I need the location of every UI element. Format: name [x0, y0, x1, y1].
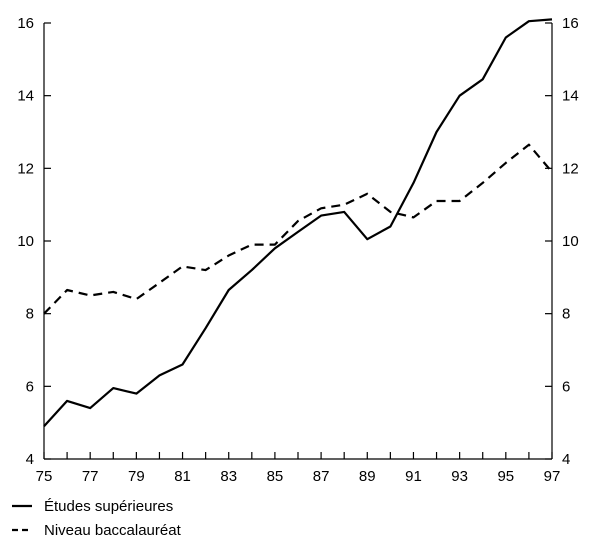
- x-tick-label-91: 91: [405, 468, 422, 485]
- y-tick-label-right-6: 6: [562, 378, 570, 395]
- x-tick-label-89: 89: [359, 468, 376, 485]
- y-tick-label-left-4: 4: [26, 451, 34, 468]
- y-tick-label-right-12: 12: [562, 160, 579, 177]
- legend-label-etudes-superieures: Études supérieures: [44, 498, 173, 515]
- x-tick-label-77: 77: [82, 468, 99, 485]
- y-tick-label-right-8: 8: [562, 306, 570, 323]
- y-tick-label-right-4: 4: [562, 451, 570, 468]
- series-line-niveau-baccalaureat: [43, 143, 553, 315]
- x-tick-label-79: 79: [128, 468, 145, 485]
- y-tick-label-left-8: 8: [26, 306, 34, 323]
- y-tick-label-right-10: 10: [562, 233, 579, 250]
- axis-ticks: 4 4 6 6 8 8 10 10 12 12 14 14 16 16 75 77 79 81 83 85 87 89 91…: [17, 15, 578, 485]
- y-tick-label-right-14: 14: [562, 88, 579, 105]
- series-line-etudes-superieures: [43, 18, 553, 428]
- y-tick-label-left-6: 6: [26, 378, 34, 395]
- y-tick-label-left-12: 12: [17, 160, 34, 177]
- x-tick-label-81: 81: [174, 468, 191, 485]
- x-tick-label-95: 95: [497, 468, 514, 485]
- x-tick-label-83: 83: [220, 468, 237, 485]
- y-tick-label-left-10: 10: [17, 233, 34, 250]
- y-tick-label-left-14: 14: [17, 88, 34, 105]
- x-tick-label-87: 87: [313, 468, 330, 485]
- legend: Études supérieures Niveau baccalauréat: [12, 498, 182, 539]
- x-tick-label-97: 97: [544, 468, 561, 485]
- y-tick-label-right-16: 16: [562, 15, 579, 32]
- series-lines: [43, 18, 553, 428]
- x-tick-label-75: 75: [36, 468, 53, 485]
- x-tick-label-93: 93: [451, 468, 468, 485]
- y-tick-label-left-16: 16: [17, 15, 34, 32]
- x-tick-label-85: 85: [267, 468, 284, 485]
- legend-label-niveau-baccalaureat: Niveau baccalauréat: [44, 522, 182, 539]
